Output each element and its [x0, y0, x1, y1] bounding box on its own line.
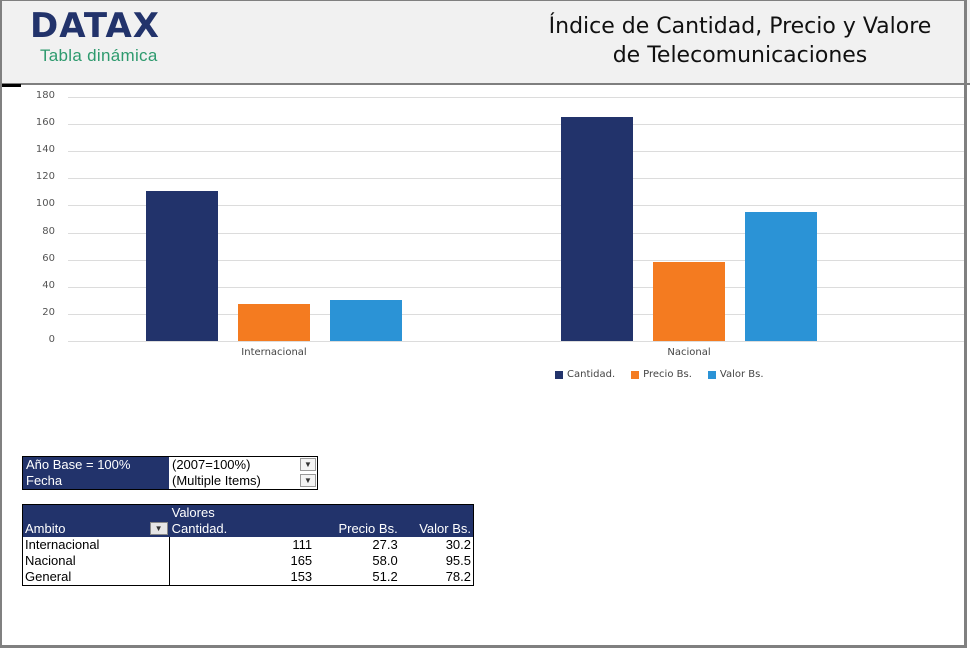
- legend-item[interactable]: Cantidad.: [555, 369, 615, 380]
- gridline: [68, 97, 966, 98]
- gridline: [68, 151, 966, 153]
- bar-nacional-1[interactable]: [653, 262, 725, 341]
- col-header: Cantidad.: [169, 521, 315, 537]
- legend-label: Valor Bs.: [719, 369, 764, 380]
- gridline: [68, 232, 966, 234]
- legend-swatch-icon: [555, 370, 563, 379]
- legend-item[interactable]: Valor Bs.: [707, 369, 764, 380]
- row-header-ambito: Ambito ▼: [22, 521, 170, 537]
- row-label: General: [25, 569, 72, 584]
- cell: 78.2: [445, 569, 471, 584]
- gridline: [68, 205, 966, 207]
- bar-internacional-1[interactable]: [238, 303, 310, 341]
- filter-row-fecha: Fecha (Multiple Items) ▼: [23, 473, 317, 489]
- pivot-table: Valores Ambito ▼ Cantidad. Precio Bs. Va…: [22, 504, 474, 586]
- filter-value-text: (2007=100%): [172, 457, 251, 472]
- gridline: [68, 178, 966, 180]
- cell: 165: [169, 553, 315, 569]
- filter-value[interactable]: (2007=100%) ▼: [169, 457, 317, 473]
- y-tick-label: 120: [35, 171, 55, 183]
- page-title: Índice de Cantidad, Precio y Valore de T…: [470, 12, 970, 70]
- cell: 27.3: [372, 537, 398, 552]
- cell: 153: [169, 569, 315, 586]
- gridline: [68, 341, 966, 342]
- cell-marker: [0, 84, 21, 87]
- logo-subtitle: Tabla dinámica: [40, 46, 158, 65]
- y-tick-label: 140: [35, 144, 55, 156]
- chevron-down-icon[interactable]: ▼: [149, 522, 168, 535]
- filter-value[interactable]: (Multiple Items) ▼: [169, 473, 317, 489]
- gridline: [68, 124, 966, 126]
- legend-label: Precio Bs.: [643, 369, 692, 380]
- legend-swatch-icon: [631, 370, 640, 379]
- y-tick-label: 100: [35, 198, 55, 210]
- cell: 58.0: [372, 553, 398, 568]
- gridline: [68, 313, 966, 315]
- y-tick-label: 40: [42, 279, 55, 291]
- filter-value-text: (Multiple Items): [172, 473, 261, 488]
- pivot-corner: [22, 504, 170, 521]
- filter-dropdown-icon[interactable]: ▼: [300, 474, 316, 487]
- filter-row-ano-base: Año Base = 100% (2007=100%) ▼: [23, 457, 317, 473]
- bar-internacional-2[interactable]: [330, 300, 402, 341]
- table-row: Nacional 165 58.0 95.5: [23, 553, 474, 569]
- y-tick-label: 180: [35, 90, 55, 101]
- cell: 111: [169, 537, 315, 553]
- cell: 51.2: [372, 569, 398, 584]
- values-header: Valores: [169, 504, 474, 521]
- col-header: Precio Bs.: [314, 521, 400, 537]
- bar-internacional-0[interactable]: [146, 190, 218, 341]
- legend-swatch-icon: [707, 370, 716, 379]
- x-axis-label: Internacional: [241, 347, 307, 358]
- datax-logo: DATAX: [30, 6, 160, 46]
- row-label: Nacional: [25, 553, 76, 568]
- filter-label: Fecha: [23, 473, 169, 489]
- y-tick-label: 60: [42, 252, 55, 264]
- bar-nacional-0[interactable]: [561, 117, 633, 341]
- table-row: General 153 51.2 78.2: [23, 569, 474, 586]
- pivot-filters: Año Base = 100% (2007=100%) ▼ Fecha (Mul…: [22, 456, 318, 490]
- chart-legend: Cantidad. Precio Bs. Valor Bs.: [555, 369, 764, 380]
- x-axis-label: Nacional: [667, 347, 711, 358]
- filter-label: Año Base = 100%: [23, 457, 169, 473]
- col-header: Valor Bs.: [399, 521, 474, 537]
- bar-chart[interactable]: 0 20 40 60 80 100 120 140 160 180 Internacional Nac…: [0, 88, 970, 388]
- bar-nacional-2[interactable]: [745, 211, 817, 341]
- gridline: [68, 259, 966, 261]
- title-line-1: Índice de Cantidad, Precio y Valore: [548, 14, 932, 39]
- table-row: Internacional 111 27.3 30.2: [23, 537, 474, 553]
- legend-item[interactable]: Precio Bs.: [631, 369, 692, 380]
- gridline: [68, 286, 966, 288]
- title-line-2: de Telecomunicaciones: [612, 43, 868, 68]
- cell: 30.2: [445, 537, 471, 552]
- y-tick-label: 80: [42, 225, 55, 237]
- cell: 95.5: [445, 553, 471, 568]
- row-label: Internacional: [25, 537, 100, 552]
- y-tick-label: 20: [42, 306, 55, 318]
- header-banner: DATAX Tabla dinámica Índice de Cantidad,…: [0, 0, 970, 85]
- y-tick-label: 0: [48, 334, 55, 345]
- y-tick-label: 160: [35, 117, 55, 129]
- row-header-label: Ambito: [25, 521, 66, 536]
- filter-dropdown-icon[interactable]: ▼: [300, 458, 316, 471]
- legend-label: Cantidad.: [567, 369, 616, 380]
